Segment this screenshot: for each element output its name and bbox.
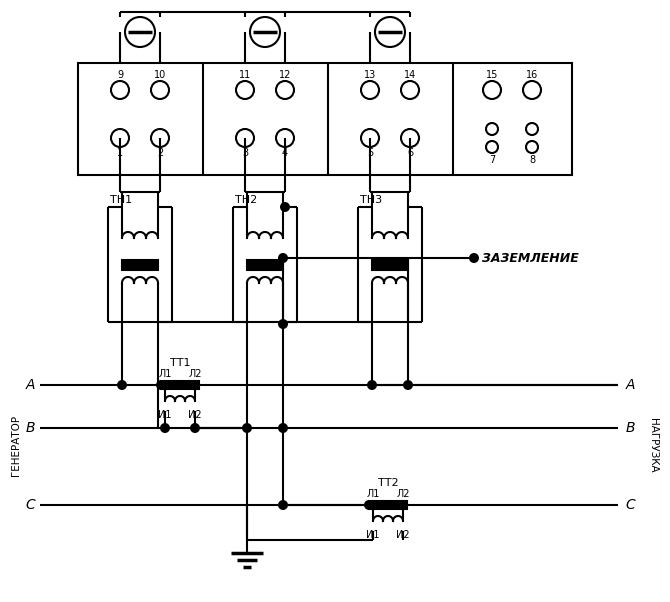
Circle shape bbox=[469, 253, 479, 263]
Text: 12: 12 bbox=[279, 70, 291, 80]
Text: 3: 3 bbox=[242, 148, 248, 158]
Text: 13: 13 bbox=[364, 70, 376, 80]
Text: A: A bbox=[25, 378, 35, 392]
Text: 4: 4 bbox=[282, 148, 288, 158]
Text: И1: И1 bbox=[366, 530, 380, 540]
Text: C: C bbox=[25, 498, 35, 512]
Bar bbox=[247, 260, 283, 270]
Text: Л1: Л1 bbox=[158, 369, 172, 379]
Text: 2: 2 bbox=[157, 148, 163, 158]
Text: ТТ1: ТТ1 bbox=[170, 358, 190, 368]
Text: Л2: Л2 bbox=[396, 489, 410, 499]
Text: ТТ2: ТТ2 bbox=[378, 478, 398, 488]
Circle shape bbox=[278, 319, 288, 329]
Circle shape bbox=[278, 253, 288, 263]
Circle shape bbox=[117, 380, 127, 390]
Bar bbox=[369, 501, 407, 509]
Text: Л2: Л2 bbox=[188, 369, 202, 379]
Text: B: B bbox=[25, 421, 35, 435]
Text: 11: 11 bbox=[239, 70, 251, 80]
Text: 10: 10 bbox=[154, 70, 166, 80]
Text: И2: И2 bbox=[396, 530, 410, 540]
Bar bbox=[122, 260, 158, 270]
Circle shape bbox=[278, 500, 288, 510]
Circle shape bbox=[280, 202, 290, 212]
Text: A: A bbox=[625, 378, 634, 392]
Text: B: B bbox=[625, 421, 634, 435]
Bar bbox=[78, 63, 572, 175]
Circle shape bbox=[190, 423, 200, 433]
Text: НАГРУЗКА: НАГРУЗКА bbox=[648, 418, 658, 473]
Text: 16: 16 bbox=[526, 70, 538, 80]
Circle shape bbox=[403, 380, 413, 390]
Circle shape bbox=[156, 380, 166, 390]
Text: ТН1: ТН1 bbox=[110, 195, 132, 205]
Text: 1: 1 bbox=[117, 148, 123, 158]
Text: 9: 9 bbox=[117, 70, 123, 80]
Text: ТН3: ТН3 bbox=[360, 195, 382, 205]
Text: 15: 15 bbox=[486, 70, 498, 80]
Text: 7: 7 bbox=[489, 155, 495, 165]
Text: Л1: Л1 bbox=[366, 489, 380, 499]
Text: ТН2: ТН2 bbox=[235, 195, 257, 205]
Text: И2: И2 bbox=[188, 410, 202, 420]
Text: 8: 8 bbox=[529, 155, 535, 165]
Circle shape bbox=[160, 423, 170, 433]
Circle shape bbox=[364, 500, 374, 510]
Text: 5: 5 bbox=[367, 148, 373, 158]
Text: ГЕНЕРАТОР: ГЕНЕРАТОР bbox=[11, 414, 21, 476]
Text: ЗАЗЕМЛЕНИЕ: ЗАЗЕМЛЕНИЕ bbox=[482, 252, 579, 264]
Bar bbox=[161, 381, 199, 389]
Circle shape bbox=[278, 423, 288, 433]
Bar bbox=[372, 260, 408, 270]
Circle shape bbox=[242, 423, 252, 433]
Circle shape bbox=[367, 380, 377, 390]
Text: 6: 6 bbox=[407, 148, 413, 158]
Text: И1: И1 bbox=[158, 410, 172, 420]
Text: C: C bbox=[625, 498, 635, 512]
Text: 14: 14 bbox=[404, 70, 416, 80]
